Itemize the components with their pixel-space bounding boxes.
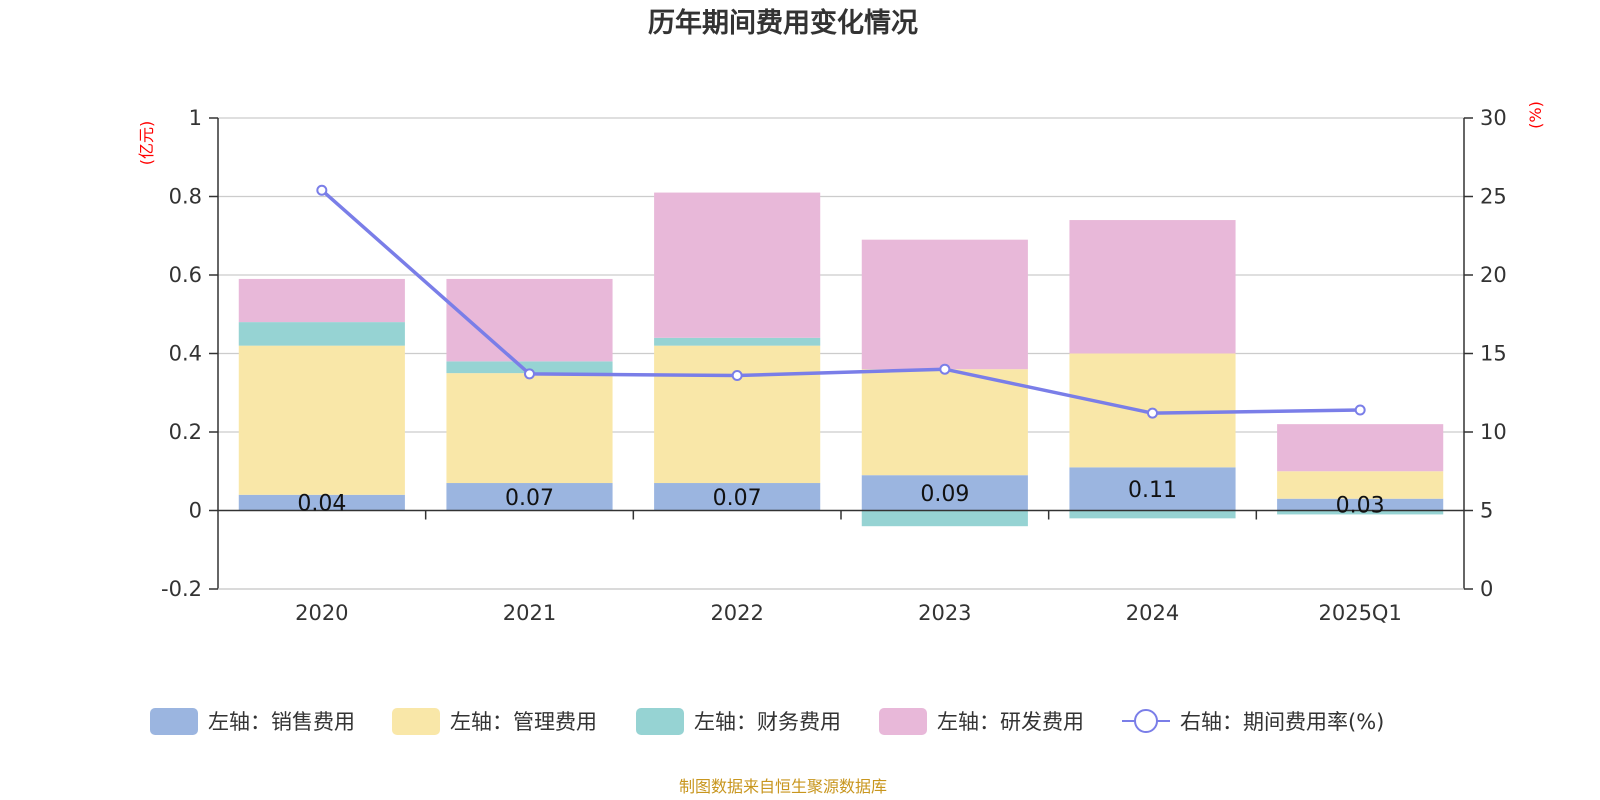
bar-segment	[1277, 498, 1444, 511]
bar-segment	[238, 278, 405, 323]
right-tick-label: 20	[1480, 263, 1507, 287]
chart-title: 历年期间费用变化情况	[648, 7, 918, 39]
legend-label: 左轴：销售费用	[208, 710, 355, 734]
legend-label: 左轴：管理费用	[450, 710, 597, 734]
bar-data-label: 0.11	[1128, 478, 1177, 503]
left-tick-label: 0.8	[169, 185, 202, 209]
left-tick-label: -0.2	[161, 577, 202, 601]
x-tick-label: 2020	[295, 601, 348, 625]
bar-segment	[446, 361, 613, 374]
data-labels: 0.04 0.07 0.07 0.09 0.11 0.03	[297, 478, 1384, 519]
legend-swatch	[392, 708, 440, 735]
expense-rate-point	[939, 363, 951, 375]
left-tick-label: 0.6	[169, 263, 202, 287]
legend-swatch	[879, 708, 927, 735]
right-tick-label: 10	[1480, 420, 1507, 444]
expense-rate-point	[524, 368, 535, 380]
bar-segment	[861, 510, 1028, 527]
right-tick-label: 30	[1480, 106, 1507, 130]
bar-data-label: 0.07	[713, 486, 762, 511]
legend: 左轴：销售费用 左轴：管理费用 左轴：财务费用 左轴：研发费用 右轴：期间费用率(%)	[150, 708, 1384, 735]
bar-segment	[1277, 510, 1444, 515]
bar-segment	[654, 192, 821, 338]
x-tick-label: 2024	[1126, 601, 1179, 625]
bar-segment	[1069, 467, 1236, 511]
legend-line-marker	[1134, 709, 1158, 733]
right-axis-unit: (%)	[1526, 101, 1545, 129]
x-tick-label: 2022	[710, 601, 763, 625]
right-tick-label: 25	[1480, 185, 1507, 209]
expense-rate-point	[1147, 407, 1158, 419]
left-tick-label: 0	[189, 499, 202, 523]
bar-segment	[861, 239, 1028, 370]
legend-label: 左轴：财务费用	[694, 710, 841, 734]
bar-segment	[238, 345, 405, 495]
bar-segment	[1277, 471, 1444, 499]
bar-segment	[654, 337, 821, 346]
x-tick-label: 2025Q1	[1318, 601, 1401, 625]
bar-segment	[861, 475, 1028, 511]
left-tick-label: 0.4	[169, 342, 202, 366]
bar-segment	[1277, 424, 1444, 472]
bar-data-label: 0.03	[1336, 494, 1385, 519]
expense-rate-polyline	[320, 188, 1361, 415]
bar-segment	[654, 345, 821, 484]
bars	[238, 192, 1444, 527]
legend-swatch	[150, 708, 198, 735]
bar-data-label: 0.07	[505, 486, 554, 511]
right-tick-label: 5	[1480, 499, 1493, 523]
bar-segment	[446, 278, 613, 362]
right-tick-label: 0	[1480, 577, 1493, 601]
bar-segment	[238, 322, 405, 346]
legend-label: 左轴：研发费用	[937, 710, 1084, 734]
expense-rate-point	[1354, 404, 1366, 416]
expense-rate-line	[316, 184, 1366, 419]
left-tick-label: 1	[189, 106, 202, 130]
legend-label: 右轴：期间费用率(%)	[1180, 710, 1384, 734]
bar-segment	[654, 483, 821, 511]
x-tick-label: 2021	[503, 601, 556, 625]
right-tick-label: 15	[1480, 342, 1507, 366]
legend-swatch	[636, 708, 684, 735]
bar-segment	[446, 483, 613, 511]
bar-segment	[1069, 220, 1236, 354]
x-tick-label: 2023	[918, 601, 971, 625]
bar-segment	[446, 373, 613, 484]
expense-rate-point	[731, 369, 743, 381]
bar-data-label: 0.04	[297, 492, 346, 517]
expense-rate-point	[316, 184, 328, 196]
bar-segment	[861, 369, 1028, 476]
source-note: 制图数据来自恒生聚源数据库	[679, 777, 887, 796]
left-tick-label: 0.2	[169, 420, 202, 444]
left-axis-unit: (亿元)	[137, 121, 156, 166]
bar-segment	[1069, 510, 1236, 519]
bar-segment	[238, 494, 405, 511]
bar-data-label: 0.09	[920, 482, 969, 507]
